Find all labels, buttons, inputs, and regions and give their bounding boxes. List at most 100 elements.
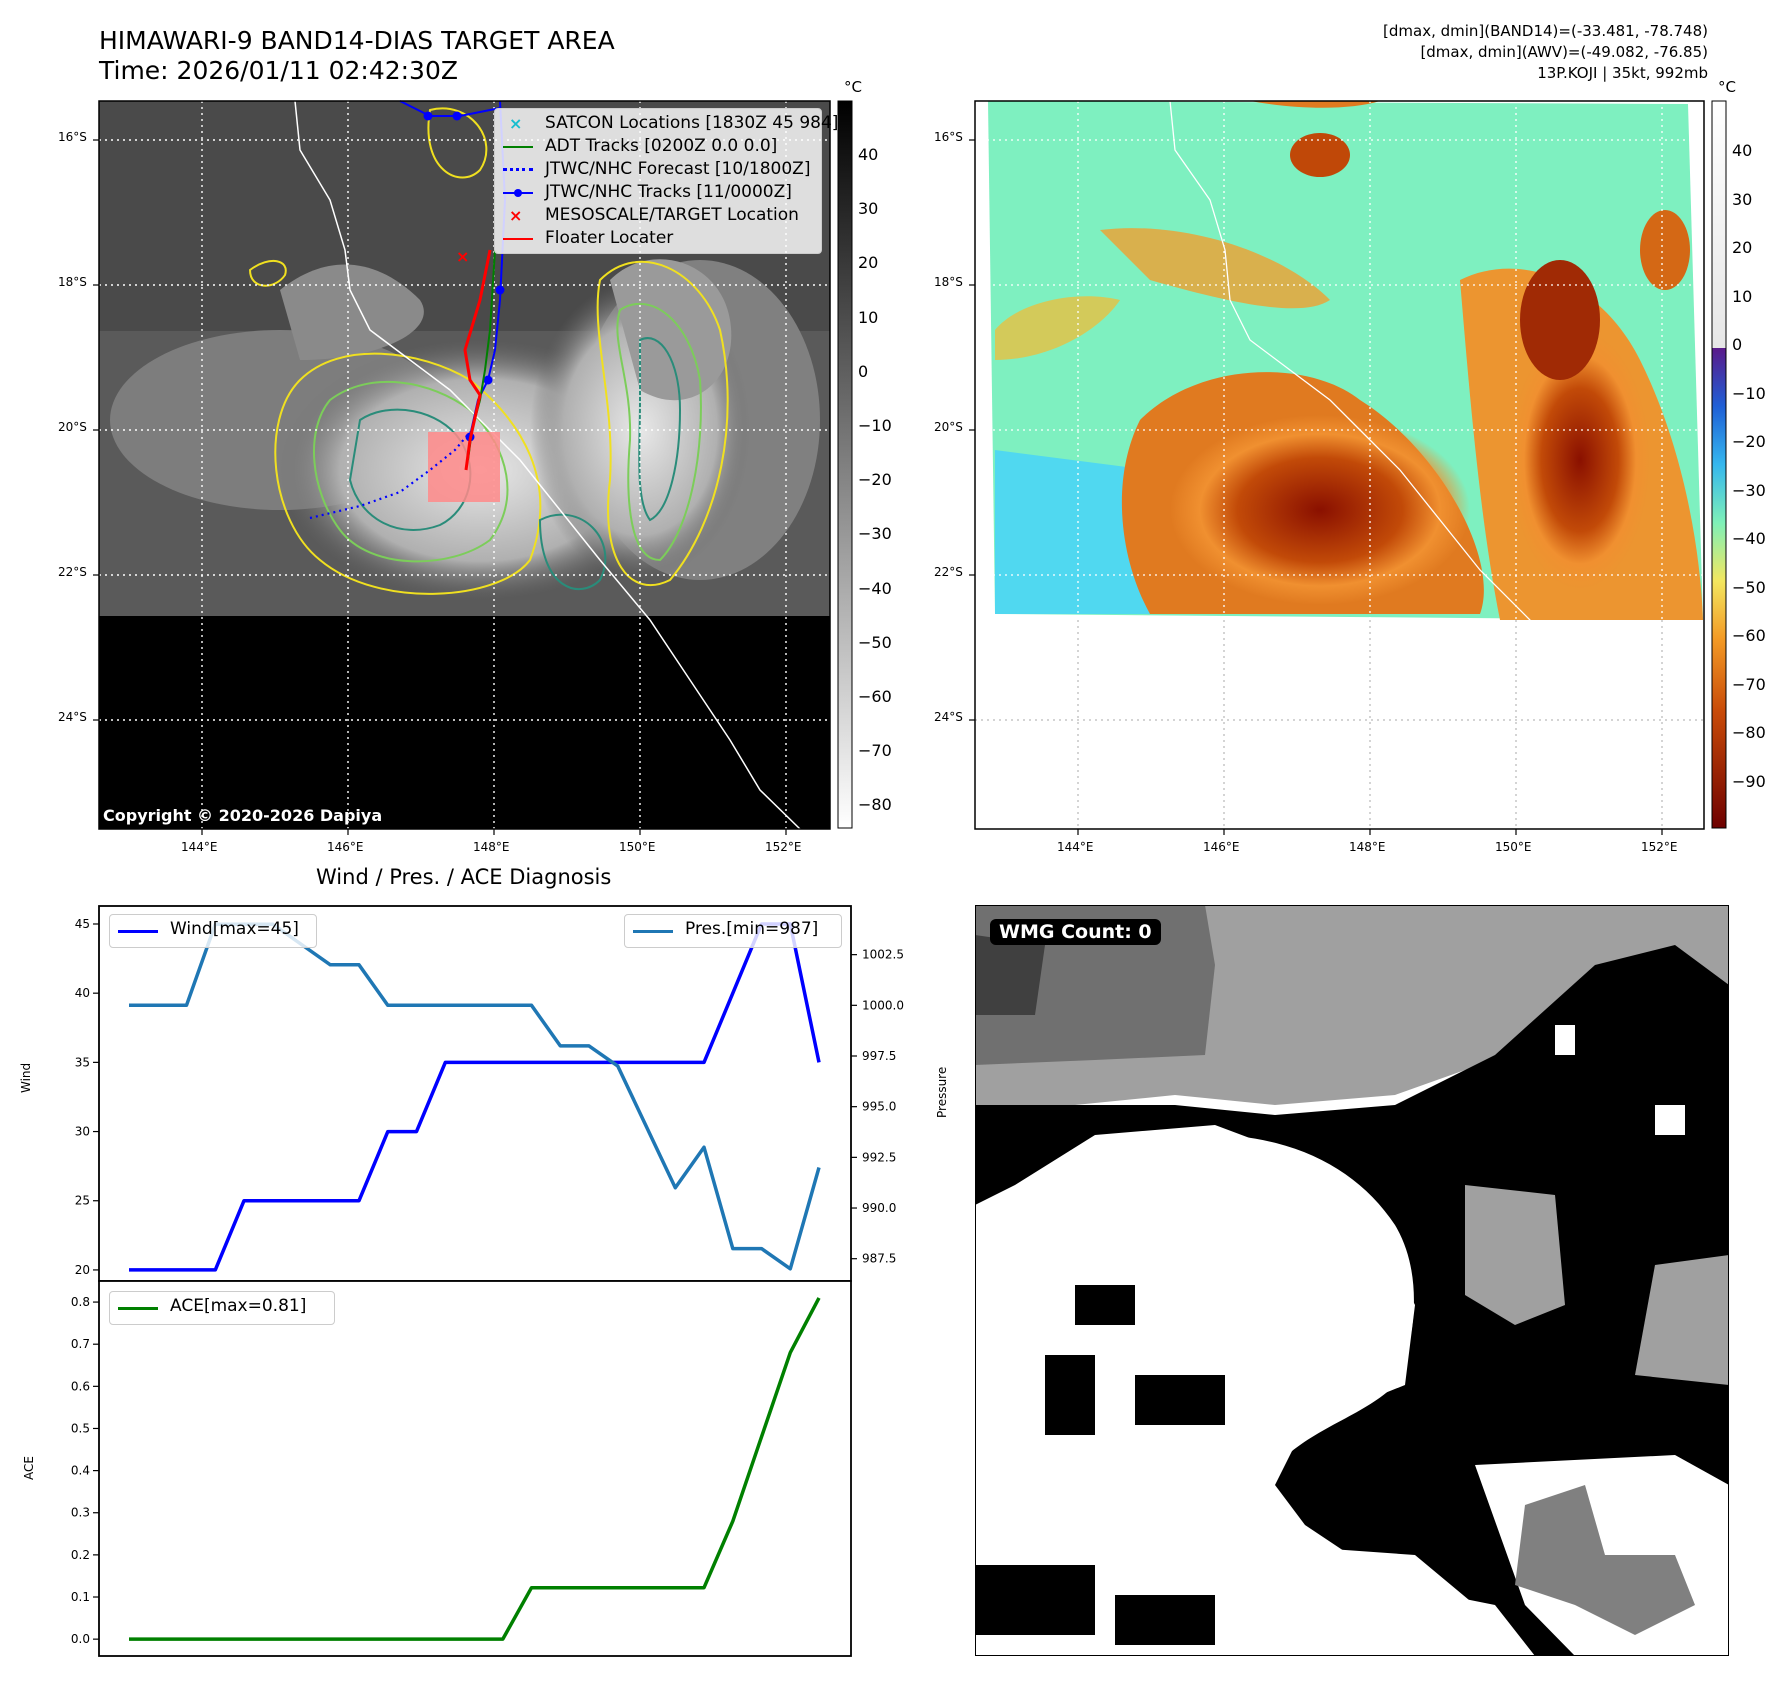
lat-label: 24°S xyxy=(58,710,87,724)
tick-label: 40 xyxy=(75,986,90,1000)
legend-label: ACE[max=0.81] xyxy=(170,1296,307,1316)
colorbar-tick-label: 20 xyxy=(858,253,879,273)
legend-item-jtwc-track: JTWC/NHC Tracks [11/0000Z] xyxy=(495,181,821,204)
mesoscale-marker: × xyxy=(456,247,469,266)
lon-label: 150°E xyxy=(1495,840,1532,854)
x-marker-icon: × xyxy=(509,206,523,225)
colorbar-tick-label: −10 xyxy=(1732,383,1766,403)
colorbar-tick-label: −30 xyxy=(858,524,892,544)
dotted-line-icon xyxy=(503,168,533,171)
line-icon xyxy=(633,930,673,933)
lon-label: 152°E xyxy=(1641,840,1678,854)
tick-label: 995.0 xyxy=(862,1100,896,1114)
lat-label: 16°S xyxy=(934,130,963,144)
lat-label: 18°S xyxy=(58,275,87,289)
lon-label: 146°E xyxy=(1203,840,1240,854)
legend-label: ADT Tracks [0200Z 0.0 0.0] xyxy=(545,136,778,156)
tick-label: 0.8 xyxy=(71,1295,90,1309)
tick-label: 20 xyxy=(75,1263,90,1277)
colorbar-unit: °C xyxy=(1718,78,1736,96)
colorbar-tick-label: −40 xyxy=(1732,529,1766,548)
colorbar-tick-label: −70 xyxy=(858,741,892,761)
tick-label: 997.5 xyxy=(862,1049,896,1063)
tick-label: 0.1 xyxy=(71,1590,90,1604)
info-storm: 13P.KOJI | 35kt, 992mb xyxy=(1537,64,1708,82)
colorbar-tick-label: −20 xyxy=(1732,432,1766,451)
lat-label: 16°S xyxy=(58,130,87,144)
colorbar-tick-label: −10 xyxy=(858,416,892,435)
diagnosis-title: Wind / Pres. / ACE Diagnosis xyxy=(316,865,612,889)
tick-label: 1000.0 xyxy=(862,998,904,1012)
legend-label: Wind[max=45] xyxy=(170,919,299,939)
legend-label: MESOSCALE/TARGET Location xyxy=(545,205,799,225)
tick-label: 0.5 xyxy=(71,1421,90,1435)
lat-label: 20°S xyxy=(58,420,87,434)
lon-label: 146°E xyxy=(327,840,364,854)
color-map xyxy=(974,100,1705,830)
colorbar-tick-label: −90 xyxy=(1732,771,1766,791)
tick-label: 992.5 xyxy=(862,1150,896,1164)
floater-track xyxy=(463,249,492,471)
legend-label: SATCON Locations [1830Z 45 984] xyxy=(545,113,839,133)
tick-label: 0.4 xyxy=(71,1464,90,1478)
colorbar-tick-label: −30 xyxy=(1732,480,1766,500)
tick-label: 990.0 xyxy=(862,1201,896,1215)
x-marker-icon: × xyxy=(509,114,523,133)
tick-label: 1002.5 xyxy=(862,948,904,962)
pressure-axis-label: Pressure xyxy=(935,1066,949,1118)
colorbar-tick-label: 20 xyxy=(1732,238,1753,257)
tick-label: 35 xyxy=(75,1055,90,1069)
colorbar-tick-label: 0 xyxy=(1732,335,1743,354)
colorbar-tick-label: 0 xyxy=(858,361,869,381)
tick-label: 0.3 xyxy=(71,1506,90,1520)
line-icon xyxy=(503,238,533,240)
info-band14: [dmax, dmin](BAND14)=(-33.481, -78.748) xyxy=(1383,22,1708,40)
colorbar-tick-label: −50 xyxy=(1732,577,1766,597)
map-panels-svg: × xyxy=(93,100,1727,835)
chart-title: HIMAWARI-9 BAND14-DIAS TARGET AREA xyxy=(99,26,615,55)
pressure-legend: Pres.[min=987] xyxy=(624,914,842,948)
diagnosis-chart: 45 40 35 30 25 20 1002.5 1000.0 997.5 995.0 992.5 9… xyxy=(71,905,904,1657)
tick-label: 30 xyxy=(75,1125,90,1139)
ace-axis-label: ACE xyxy=(22,1456,36,1480)
tick-label: 0.0 xyxy=(71,1632,90,1646)
lon-label: 144°E xyxy=(1057,840,1094,854)
tick-label: 25 xyxy=(75,1194,90,1208)
series-line xyxy=(129,1297,821,1641)
colorbar-tick-label: 10 xyxy=(1732,286,1753,306)
jtwc-forecast-track xyxy=(309,431,471,520)
wind-axis-label: Wind xyxy=(19,1062,33,1093)
wmg-count-label: WMG Count: 0 xyxy=(990,919,1161,945)
legend-item-mesoscale: × MESOSCALE/TARGET Location xyxy=(495,204,821,227)
lat-label: 22°S xyxy=(58,565,87,579)
line-icon xyxy=(118,930,158,933)
legend-item-adt: ADT Tracks [0200Z 0.0 0.0] xyxy=(495,135,821,158)
lon-label: 148°E xyxy=(473,840,510,854)
color-colorbar xyxy=(1711,100,1727,829)
colorbar-tick-label: 40 xyxy=(858,145,879,164)
lon-label: 148°E xyxy=(1349,840,1386,854)
tick-label: 0.7 xyxy=(71,1337,90,1351)
legend-label: Floater Locater xyxy=(545,228,674,248)
colorbar-unit: °C xyxy=(844,78,862,96)
legend-label: JTWC/NHC Forecast [10/1800Z] xyxy=(545,159,811,179)
line-icon xyxy=(503,146,533,148)
wind-legend: Wind[max=45] xyxy=(109,914,317,948)
lat-label: 22°S xyxy=(934,565,963,579)
colorbar-tick-label: −60 xyxy=(1732,626,1766,645)
lon-label: 144°E xyxy=(181,840,218,854)
lon-label: 150°E xyxy=(619,840,656,854)
ace-legend: ACE[max=0.81] xyxy=(109,1291,335,1325)
ir-map: × xyxy=(98,100,831,830)
tick-label: 987.5 xyxy=(862,1252,896,1266)
ir-colorbar xyxy=(837,100,853,829)
copyright-text: Copyright © 2020-2026 Dapiya xyxy=(103,806,383,825)
colorbar-tick-label: 30 xyxy=(858,199,879,219)
colorbar-tick-label: −70 xyxy=(1732,674,1766,694)
legend-label: JTWC/NHC Tracks [11/0000Z] xyxy=(545,182,792,202)
series-line xyxy=(129,922,821,1272)
map-legend: × SATCON Locations [1830Z 45 984] ADT Tr… xyxy=(494,108,838,254)
colorbar-tick-label: 40 xyxy=(1732,141,1753,160)
lat-label: 24°S xyxy=(934,710,963,724)
colorbar-tick-label: 10 xyxy=(858,307,879,327)
